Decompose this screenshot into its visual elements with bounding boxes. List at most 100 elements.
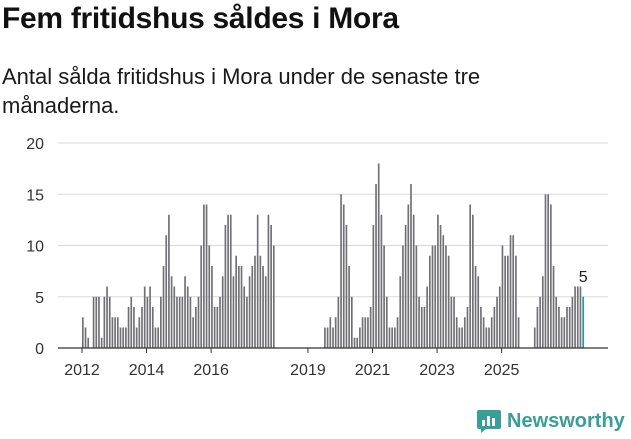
- bar: [216, 307, 219, 348]
- bar: [98, 296, 100, 348]
- bar: [485, 327, 488, 348]
- bar: [130, 296, 133, 348]
- bar: [493, 307, 496, 348]
- bar: [574, 286, 576, 348]
- x-tick-label: 2023: [419, 362, 455, 379]
- y-tick-label: 20: [26, 136, 44, 153]
- bar: [391, 327, 393, 348]
- bar: [466, 307, 469, 348]
- bar: [262, 266, 264, 348]
- bar: [116, 317, 119, 348]
- bar: [533, 327, 536, 348]
- bar: [176, 296, 178, 348]
- bar: [221, 276, 224, 348]
- bar: [160, 296, 162, 348]
- bar: [437, 214, 439, 348]
- bar: [504, 255, 506, 348]
- bar: [340, 194, 342, 348]
- x-tick-label: 2016: [193, 362, 229, 379]
- bar: [415, 245, 418, 348]
- bar: [149, 286, 151, 348]
- annotation: 5: [579, 269, 588, 286]
- bar: [256, 214, 259, 348]
- bar: [173, 286, 176, 348]
- bar: [474, 266, 477, 348]
- bar: [106, 286, 108, 348]
- bar: [396, 317, 399, 348]
- bar: [246, 296, 248, 348]
- bar: [243, 286, 246, 348]
- bar: [420, 307, 423, 348]
- bar: [203, 204, 205, 348]
- bar: [205, 204, 208, 348]
- bar: [566, 307, 568, 348]
- bar: [119, 327, 122, 348]
- bar: [480, 307, 482, 348]
- bar: [353, 337, 356, 348]
- bar: [560, 317, 563, 348]
- bar: [238, 266, 240, 348]
- bar: [552, 266, 555, 348]
- bar: [186, 286, 189, 348]
- bar: [541, 276, 544, 348]
- bar: [157, 327, 159, 348]
- newsworthy-logo-icon: [477, 410, 501, 433]
- bar: [571, 296, 574, 348]
- bar: [394, 327, 396, 348]
- bar: [219, 296, 221, 348]
- y-tick-label: 5: [35, 290, 44, 307]
- bar: [248, 276, 251, 348]
- bar: [377, 163, 380, 348]
- bar: [579, 286, 582, 348]
- bar: [165, 235, 168, 348]
- bar: [383, 245, 385, 348]
- bar: [490, 317, 493, 348]
- bar: [133, 307, 135, 348]
- chart-subtitle: Antal sålda fritidshus i Mora under de s…: [2, 64, 481, 118]
- bar: [192, 317, 194, 348]
- bar: [369, 307, 372, 348]
- bar: [477, 276, 480, 348]
- bar: [184, 276, 186, 348]
- bar: [135, 327, 138, 348]
- bar: [498, 286, 501, 348]
- bar: [472, 214, 474, 348]
- bar: [125, 327, 127, 348]
- bar: [270, 225, 272, 348]
- bar: [563, 317, 566, 348]
- bar: [469, 204, 472, 348]
- bar: [197, 296, 200, 348]
- y-tick-label: 15: [26, 187, 44, 204]
- bar: [272, 245, 275, 348]
- bar: [334, 317, 337, 348]
- bar: [324, 327, 326, 348]
- bar: [143, 286, 146, 348]
- bar: [385, 296, 388, 348]
- bar: [267, 214, 270, 348]
- bar: [356, 337, 359, 348]
- bar: [168, 214, 170, 348]
- bar: [350, 296, 353, 348]
- bar: [213, 307, 216, 348]
- bar: [151, 307, 154, 348]
- bar: [517, 317, 520, 348]
- bar: [558, 307, 560, 348]
- bar: [418, 296, 420, 348]
- bar: [461, 327, 463, 348]
- x-tick-label: 2012: [64, 362, 100, 379]
- bar: [100, 337, 103, 348]
- gridlines: [58, 142, 608, 298]
- bar: [488, 327, 490, 348]
- bar: [399, 276, 402, 348]
- bar: [264, 276, 267, 348]
- bar: [458, 327, 461, 348]
- bar: [208, 245, 211, 348]
- x-tick-label: 2019: [290, 362, 326, 379]
- bar: [445, 245, 447, 348]
- bar: [423, 307, 426, 348]
- x-tick-label: 2025: [484, 362, 520, 379]
- bar: [342, 204, 345, 348]
- y-tick-label: 10: [26, 239, 44, 256]
- bar: [359, 327, 361, 348]
- bar: [87, 337, 90, 348]
